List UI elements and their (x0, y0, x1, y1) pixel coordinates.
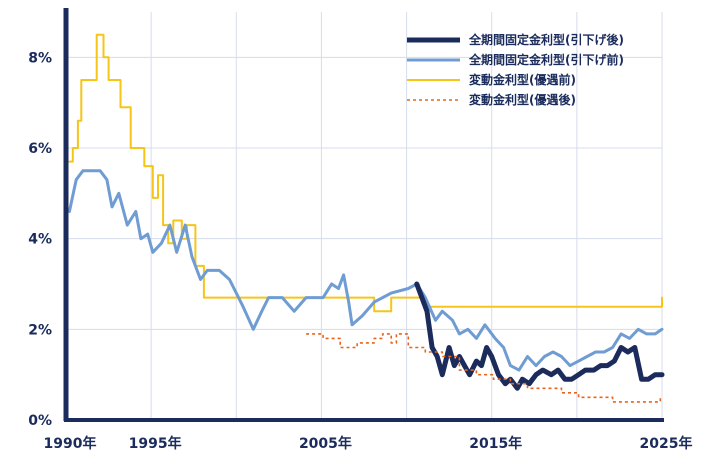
tick-labels: 0% 2% 4% 6% 8% 1990年 1995年 2005年 2015年 2025年 (28, 50, 692, 452)
x-tick-label: 1990年 (44, 435, 97, 452)
legend-label: 変動金利型(優遇前) (469, 72, 576, 87)
x-tick-label: 1995年 (129, 435, 182, 452)
legend-label: 全期間固定金利型(引下げ前) (468, 52, 624, 67)
x-tick-label: 2025年 (640, 435, 693, 452)
series-line-0 (68, 33, 663, 313)
y-tick-label: 2% (28, 322, 52, 338)
grid (66, 12, 663, 420)
series-line-2 (414, 281, 665, 391)
legend-label: 変動金利型(優遇後) (469, 92, 576, 107)
series-line-3 (306, 333, 662, 403)
series-line-1 (67, 169, 664, 372)
legend-label: 全期間固定金利型(引下げ後) (468, 32, 624, 47)
y-tick-label: 6% (28, 141, 52, 157)
axes (63, 8, 664, 422)
y-tick-label: 4% (28, 232, 52, 248)
x-tick-label: 2005年 (299, 435, 352, 452)
y-tick-label: 8% (28, 50, 52, 66)
legend: 全期間固定金利型(引下げ後) 全期間固定金利型(引下げ前) 変動金利型(優遇前) 変動… (407, 32, 624, 107)
x-tick-label: 2015年 (469, 435, 522, 452)
series-lines (67, 33, 665, 403)
y-tick-label: 0% (28, 413, 52, 429)
